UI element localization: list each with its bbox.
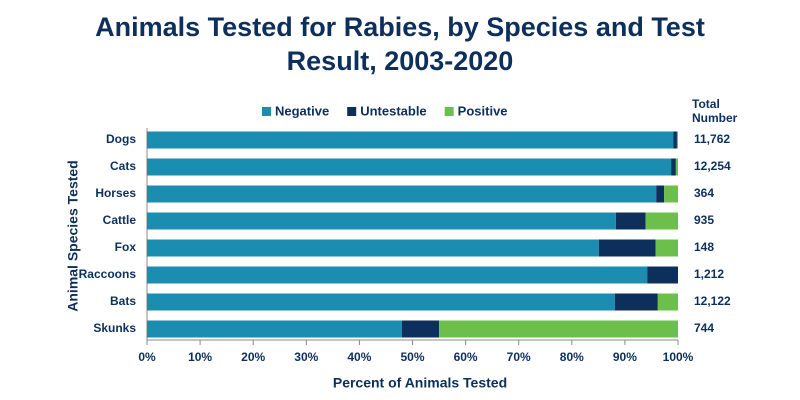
y-tick-label: Cattle xyxy=(103,213,137,227)
bar-segment xyxy=(147,212,616,230)
legend-swatch xyxy=(262,107,271,116)
bar-segment xyxy=(439,320,678,338)
x-tick-label: 20% xyxy=(241,350,265,364)
total-label: 11,762 xyxy=(694,132,730,146)
bar-segment xyxy=(657,293,678,311)
bar-segment xyxy=(676,131,678,149)
bar-segment xyxy=(664,185,678,203)
y-tick-label: Bats xyxy=(110,294,136,308)
y-tick-label: Raccoons xyxy=(79,267,137,281)
x-tick-label: 30% xyxy=(294,350,318,364)
legend-label: Untestable xyxy=(360,103,426,118)
bar-segment xyxy=(655,239,678,257)
x-tick-label: 80% xyxy=(560,350,584,364)
bar-segment xyxy=(401,320,440,338)
bar-segment xyxy=(647,266,678,284)
y-tick-label: Fox xyxy=(115,240,137,254)
bar-segment xyxy=(147,293,615,311)
bar-segment xyxy=(147,266,648,284)
y-axis-label: Animal Species Tested xyxy=(65,160,81,311)
chart-title: Animals Tested for Rabies, by Species an… xyxy=(95,12,705,76)
bar-segment xyxy=(671,158,676,176)
y-tick-label: Cats xyxy=(110,159,136,173)
y-tick-label: Dogs xyxy=(106,132,136,146)
legend-swatch xyxy=(347,107,357,116)
bar-segment xyxy=(147,320,402,338)
bar-segment xyxy=(675,158,678,176)
total-label: 148 xyxy=(694,240,714,254)
x-tick-label: 60% xyxy=(454,350,478,364)
legend-label: Positive xyxy=(458,103,508,118)
bar-segment xyxy=(615,212,646,230)
bar-segment xyxy=(656,185,665,203)
x-tick-label: 90% xyxy=(613,350,637,364)
total-label: 935 xyxy=(694,213,714,227)
x-tick-label: 70% xyxy=(507,350,531,364)
x-tick-label: 100% xyxy=(663,350,694,364)
totals-title: Total xyxy=(692,97,720,111)
x-tick-label: 50% xyxy=(400,350,424,364)
total-label: 12,254 xyxy=(694,159,731,173)
bar-segment xyxy=(147,131,674,149)
bar-segment xyxy=(645,212,678,230)
x-tick-label: 10% xyxy=(188,350,212,364)
x-axis-label: Percent of Animals Tested xyxy=(333,375,507,391)
x-tick-label: 0% xyxy=(138,350,156,364)
total-label: 364 xyxy=(694,186,714,200)
total-label: 744 xyxy=(694,321,714,335)
legend-label: Negative xyxy=(275,103,329,118)
y-tick-label: Skunks xyxy=(93,321,136,335)
total-label: 1,212 xyxy=(694,267,724,281)
bar-segment xyxy=(614,293,658,311)
legend-swatch xyxy=(444,107,454,116)
bar-segment xyxy=(673,131,677,149)
y-tick-label: Horses xyxy=(95,186,136,200)
bar-segment xyxy=(147,239,599,257)
total-label: 12,122 xyxy=(694,294,731,308)
bar-segment xyxy=(598,239,656,257)
x-tick-label: 40% xyxy=(347,350,371,364)
bar-segment xyxy=(147,158,672,176)
bar-segment xyxy=(147,185,657,203)
totals-title: Number xyxy=(692,111,738,125)
